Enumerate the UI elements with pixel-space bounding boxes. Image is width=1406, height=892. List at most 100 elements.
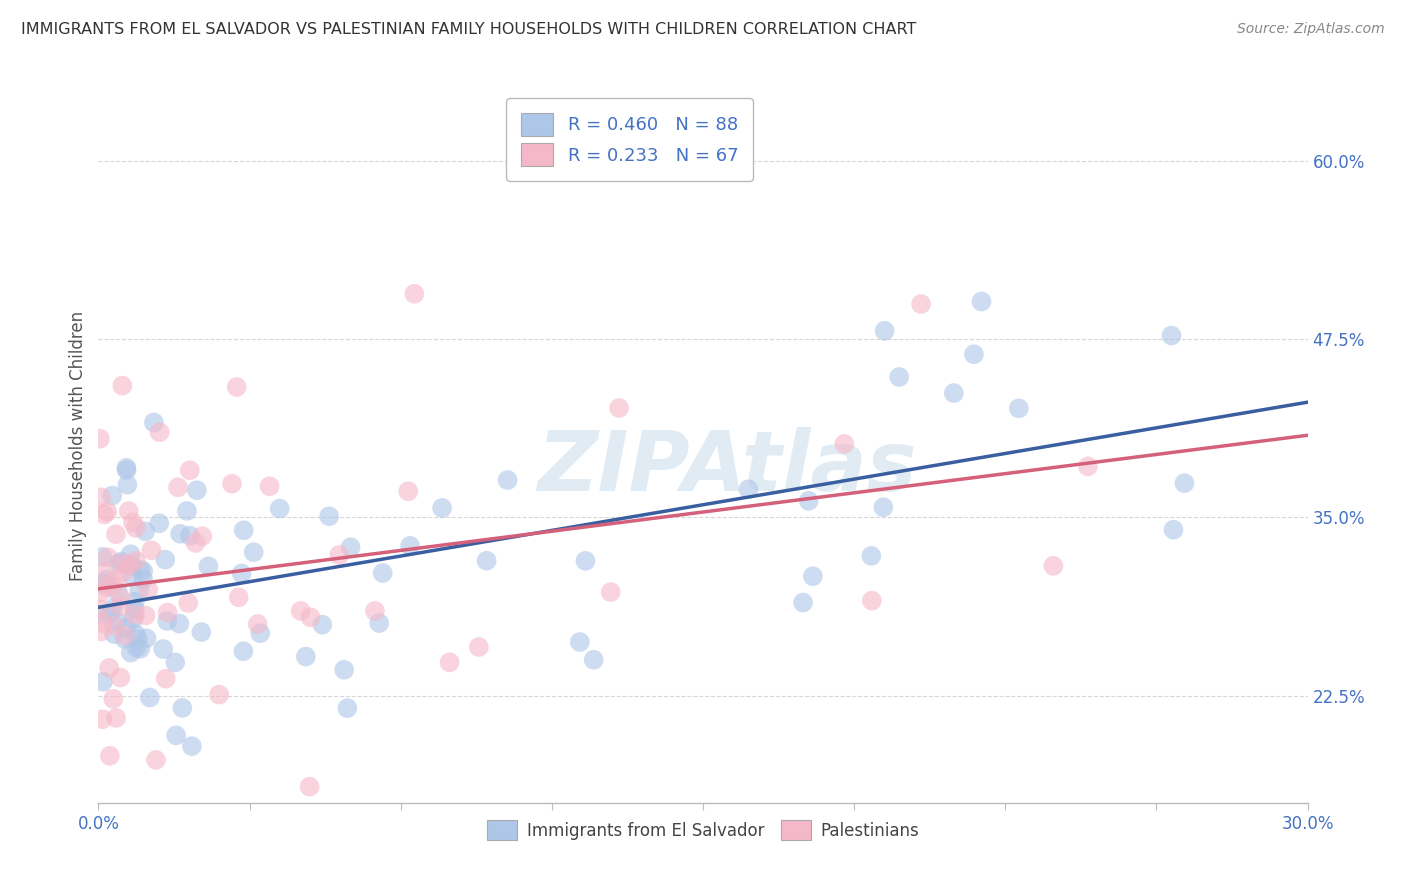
Point <box>339 540 361 554</box>
Point <box>298 780 321 794</box>
Point <box>129 563 152 577</box>
Point <box>336 701 359 715</box>
Point <box>439 656 461 670</box>
Point <box>101 578 124 592</box>
Point <box>89 432 111 446</box>
Point <box>1160 328 1182 343</box>
Point <box>94 580 117 594</box>
Point <box>468 640 491 654</box>
Point <box>155 672 177 686</box>
Y-axis label: Family Households with Children: Family Households with Children <box>69 311 87 581</box>
Point <box>149 425 172 440</box>
Point <box>101 489 124 503</box>
Point <box>118 504 141 518</box>
Point <box>197 559 219 574</box>
Point <box>124 602 146 616</box>
Point <box>124 627 146 641</box>
Text: ZIPAtlas: ZIPAtlas <box>537 427 917 508</box>
Point <box>368 616 391 631</box>
Point <box>112 565 135 579</box>
Text: IMMIGRANTS FROM EL SALVADOR VS PALESTINIAN FAMILY HOUSEHOLDS WITH CHILDREN CORRE: IMMIGRANTS FROM EL SALVADOR VS PALESTINI… <box>21 22 917 37</box>
Point <box>148 516 170 531</box>
Point <box>191 529 214 543</box>
Point <box>169 616 191 631</box>
Point <box>231 566 253 581</box>
Point <box>93 565 115 579</box>
Point <box>259 479 281 493</box>
Point <box>364 604 387 618</box>
Point <box>96 572 118 586</box>
Point <box>105 615 128 629</box>
Point <box>98 661 121 675</box>
Point <box>90 585 112 599</box>
Point <box>177 596 200 610</box>
Point <box>176 504 198 518</box>
Point <box>103 627 125 641</box>
Point <box>125 554 148 568</box>
Point <box>910 297 932 311</box>
Point <box>1042 558 1064 573</box>
Point <box>963 347 986 361</box>
Point <box>128 583 150 598</box>
Point <box>108 556 131 570</box>
Point <box>242 545 264 559</box>
Point <box>221 476 243 491</box>
Point <box>311 617 333 632</box>
Point <box>1077 459 1099 474</box>
Point <box>100 607 122 621</box>
Point <box>970 294 993 309</box>
Point <box>942 386 965 401</box>
Legend: Immigrants from El Salvador, Palestinians: Immigrants from El Salvador, Palestinian… <box>478 812 928 848</box>
Point <box>184 536 207 550</box>
Point <box>179 528 201 542</box>
Point <box>246 617 269 632</box>
Point <box>132 573 155 587</box>
Point <box>172 701 194 715</box>
Point <box>89 607 111 622</box>
Point <box>832 437 855 451</box>
Point <box>156 606 179 620</box>
Point <box>269 501 291 516</box>
Point <box>111 378 134 392</box>
Point <box>208 688 231 702</box>
Point <box>120 547 142 561</box>
Point <box>155 552 177 566</box>
Point <box>328 548 350 562</box>
Point <box>91 616 114 631</box>
Point <box>139 690 162 705</box>
Point <box>122 516 145 530</box>
Point <box>120 646 142 660</box>
Point <box>169 526 191 541</box>
Point <box>112 557 135 571</box>
Point <box>299 610 322 624</box>
Point <box>110 554 132 568</box>
Point <box>121 558 143 573</box>
Point <box>574 554 596 568</box>
Point <box>333 663 356 677</box>
Point <box>399 539 422 553</box>
Point <box>125 521 148 535</box>
Point <box>232 644 254 658</box>
Point <box>114 632 136 646</box>
Point <box>179 463 201 477</box>
Point <box>124 607 146 622</box>
Point <box>114 628 136 642</box>
Point <box>295 649 318 664</box>
Point <box>873 324 896 338</box>
Point <box>180 739 202 753</box>
Point <box>167 480 190 494</box>
Point <box>125 640 148 655</box>
Point <box>115 621 138 635</box>
Point <box>110 591 132 605</box>
Point <box>371 566 394 580</box>
Point <box>607 401 630 415</box>
Point <box>792 595 814 609</box>
Point <box>115 460 138 475</box>
Point <box>108 599 131 614</box>
Point <box>121 568 143 582</box>
Point <box>228 591 250 605</box>
Point <box>737 483 759 497</box>
Point <box>1163 523 1185 537</box>
Point <box>127 632 149 646</box>
Point <box>136 582 159 597</box>
